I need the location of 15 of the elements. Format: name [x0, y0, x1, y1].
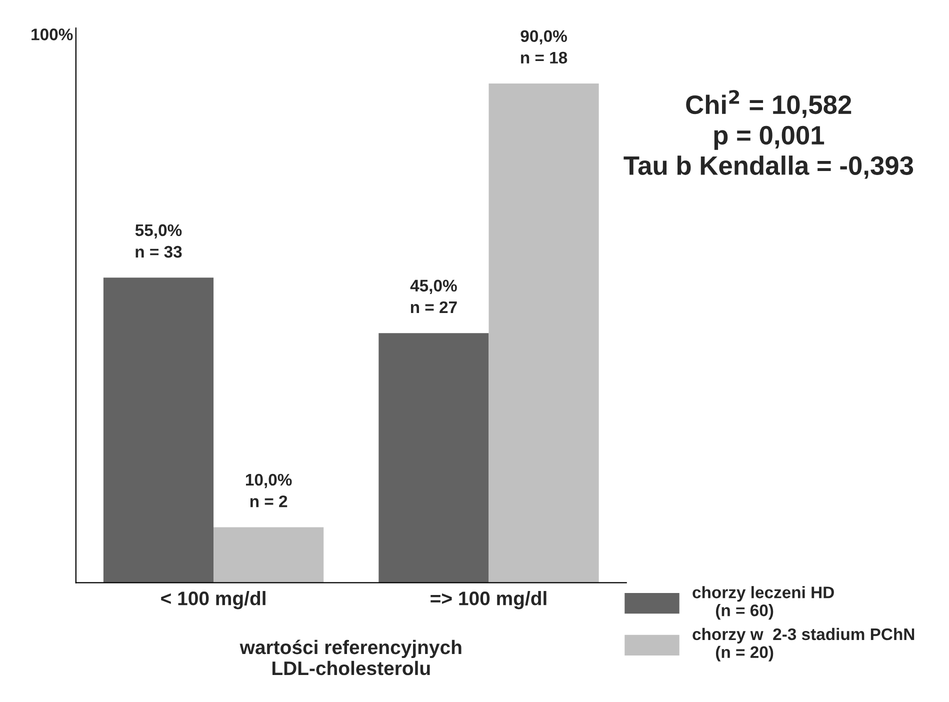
- x-axis-title: wartości referencyjnych LDL-cholesterolu: [240, 640, 462, 676]
- data-label: 10,0% n = 2: [246, 474, 292, 508]
- legend-label: chorzy w 2-3 stadium PChN (n = 20): [692, 628, 914, 662]
- data-label: 45,0% n = 27: [410, 280, 457, 313]
- bar: [103, 278, 214, 583]
- data-label: 90,0% n = 18: [520, 30, 568, 64]
- annotation: Chi$^{2}$ = 10,582 p = 0,001 Tau b Kendalla = -0,393: [624, 90, 914, 179]
- bar: [378, 333, 489, 583]
- text: 100%: [32, 28, 73, 40]
- legend-label: chorzy leczeni HD (n = 60): [692, 586, 834, 620]
- data-label: 55,0% n = 33: [135, 224, 182, 258]
- x-tick-label: < 100 mg/dl: [161, 590, 266, 610]
- bar: [214, 527, 324, 583]
- x-tick-label: => 100 mg/dl: [430, 590, 546, 610]
- bar: [488, 84, 599, 583]
